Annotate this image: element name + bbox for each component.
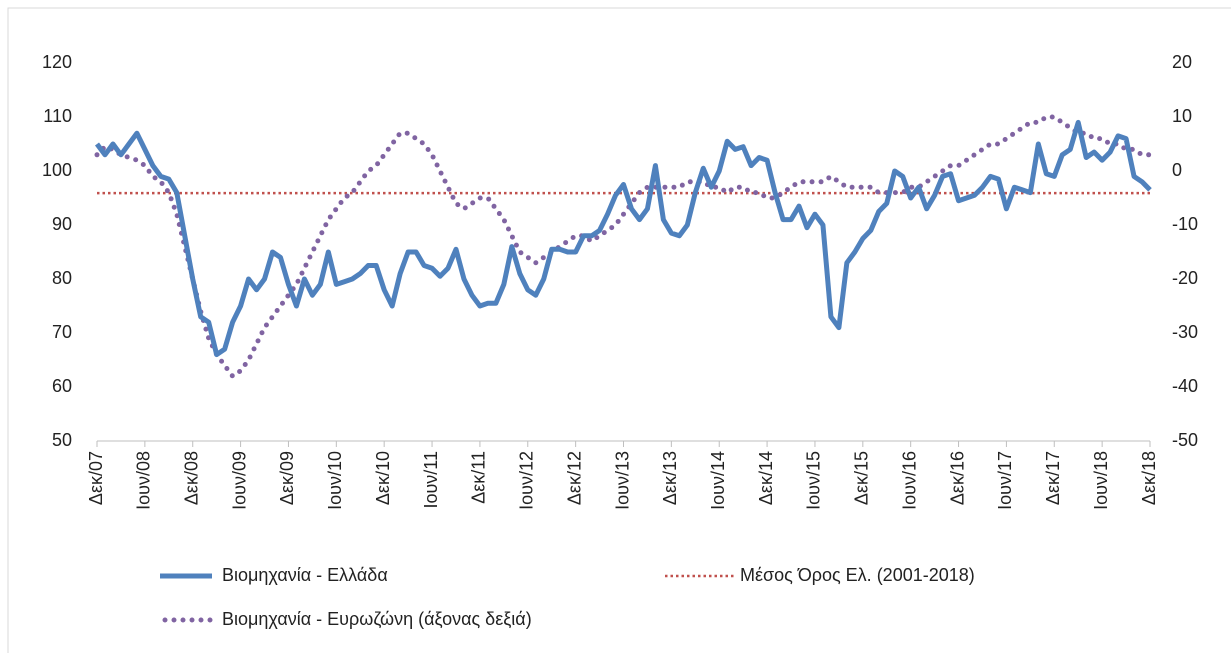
y2-tick-label: -40 xyxy=(1172,376,1198,396)
x-tick-label: Ιουν/08 xyxy=(134,451,154,510)
y-tick-label: 50 xyxy=(52,430,72,450)
x-tick-label: Ιουν/09 xyxy=(229,451,249,510)
y-tick-label: 110 xyxy=(43,106,72,126)
x-tick-label: Ιουν/17 xyxy=(995,451,1015,510)
y-tick-label: 90 xyxy=(52,214,72,234)
x-tick-label: Δεκ/17 xyxy=(1043,451,1063,505)
x-tick-label: Δεκ/14 xyxy=(756,451,776,505)
y2-tick-label: 20 xyxy=(1172,52,1192,72)
x-tick-label: Δεκ/15 xyxy=(852,451,872,505)
x-tick-label: Ιουν/18 xyxy=(1091,451,1111,510)
x-tick-label: Ιουν/11 xyxy=(421,451,441,509)
x-tick-label: Ιουν/15 xyxy=(804,451,824,510)
x-tick-label: Ιουν/12 xyxy=(517,451,537,510)
chart-border xyxy=(7,7,1231,658)
x-tick-label: Δεκ/10 xyxy=(373,451,393,505)
y-tick-label: 70 xyxy=(52,322,72,342)
y2-tick-label: -10 xyxy=(1172,214,1198,234)
x-tick-label: Δεκ/08 xyxy=(181,451,201,505)
x-tick-label: Δεκ/12 xyxy=(564,451,584,505)
y2-tick-label: 0 xyxy=(1172,160,1182,180)
legend-label: Βιομηχανία - Ελλάδα xyxy=(222,565,388,585)
x-tick-label: Ιουν/10 xyxy=(325,451,345,510)
x-tick-label: Δεκ/18 xyxy=(1139,451,1159,505)
y-tick-label: 120 xyxy=(42,52,72,72)
x-tick-label: Ιουν/16 xyxy=(899,451,919,510)
legend-label: Μέσος Όρος Ελ. (2001-2018) xyxy=(740,565,975,585)
x-tick-label: Δεκ/11 xyxy=(469,451,489,504)
y-tick-label: 60 xyxy=(52,376,72,396)
y-tick-label: 80 xyxy=(52,268,72,288)
x-tick-label: Δεκ/13 xyxy=(660,451,680,505)
y2-tick-label: -50 xyxy=(1172,430,1198,450)
x-tick-label: Δεκ/16 xyxy=(947,451,967,505)
x-tick-label: Ιουν/14 xyxy=(708,451,728,510)
y2-tick-label: -20 xyxy=(1172,268,1198,288)
y2-tick-label: 10 xyxy=(1172,106,1192,126)
x-tick-label: Δεκ/07 xyxy=(86,451,106,505)
x-tick-label: Ιουν/13 xyxy=(612,451,632,510)
series-line xyxy=(94,114,1153,380)
y2-tick-label: -30 xyxy=(1172,322,1198,342)
y-tick-label: 100 xyxy=(42,160,72,180)
x-tick-label: Δεκ/09 xyxy=(277,451,297,505)
legend-label: Βιομηχανία - Ευρωζώνη (άξονας δεξιά) xyxy=(222,609,532,629)
series-line xyxy=(94,119,1152,358)
